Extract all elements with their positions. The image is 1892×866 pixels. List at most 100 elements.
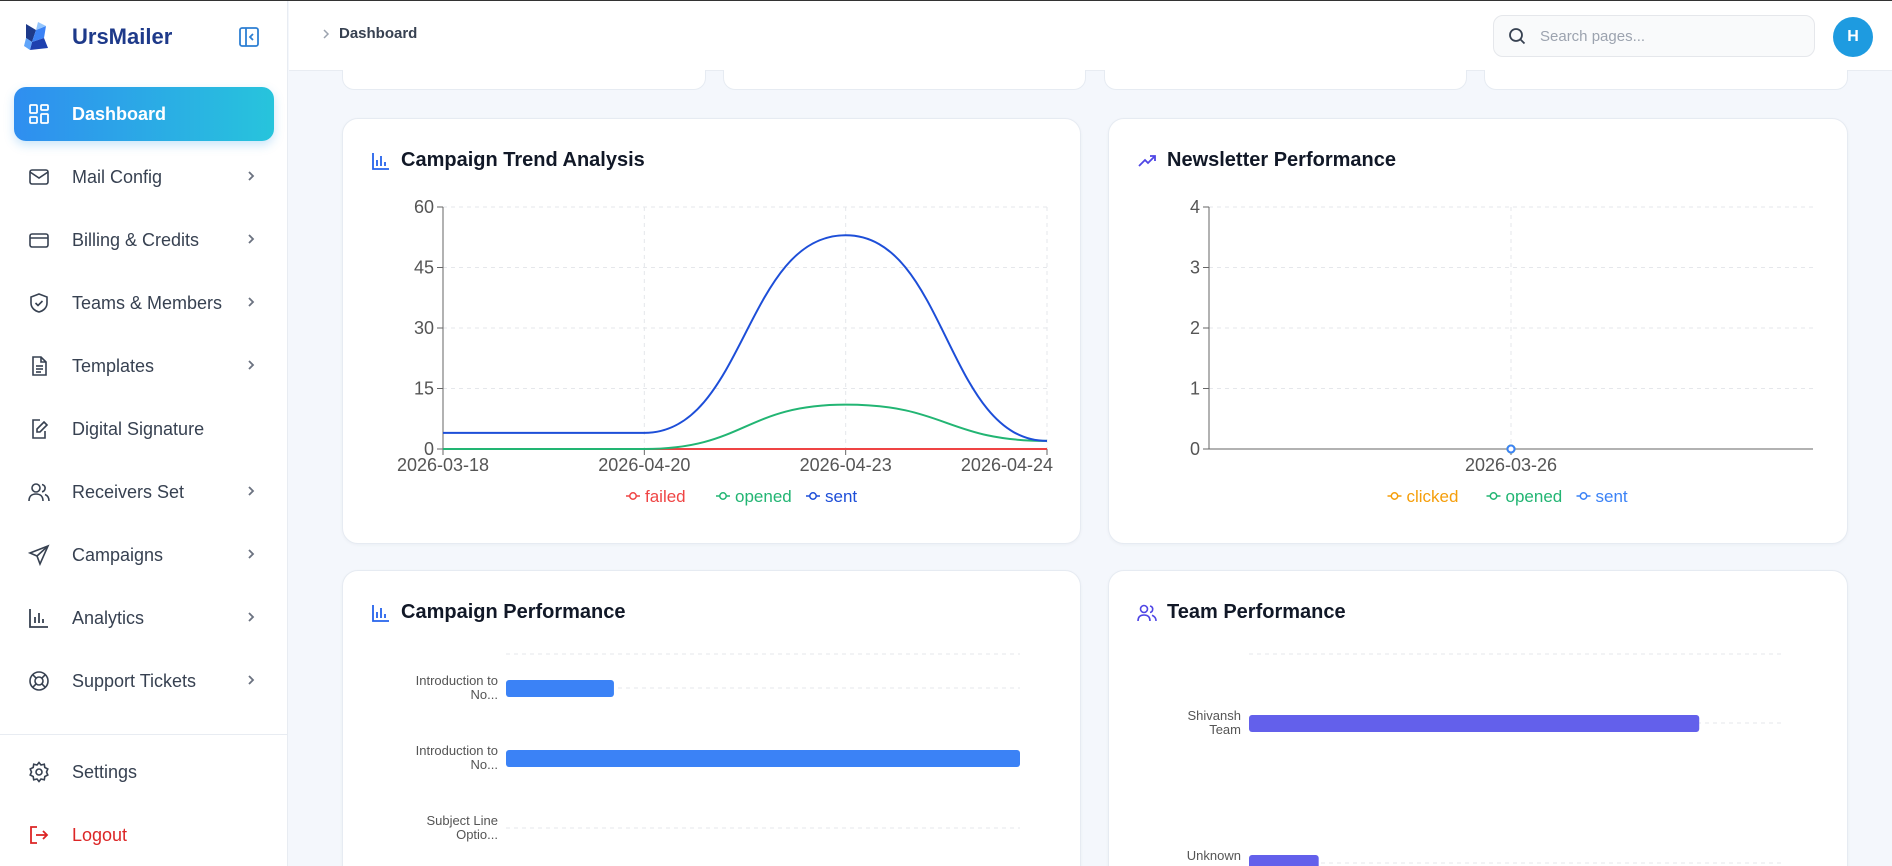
bar-chart-icon [372,152,389,170]
legend-label-sent: sent [1596,487,1628,506]
sidebar-item-campaigns[interactable]: Campaigns [14,528,274,582]
x-tick-label: 2026-03-26 [1465,455,1557,475]
legend-marker-dot-failed [629,492,637,500]
sidebar-item-label: Settings [72,761,138,782]
series-point-sent [1506,444,1516,454]
search-input[interactable] [1540,27,1790,45]
legend-label-clicked: clicked [1407,487,1459,506]
bar [506,680,614,697]
brand[interactable]: UrsMailer [22,17,172,57]
legend-label-failed: failed [645,487,686,506]
sidebar-item-label: Teams & Members [72,292,223,313]
breadcrumb-current[interactable]: Dashboard [339,25,418,42]
chevron-right-icon [248,486,255,496]
top-header: Dashboard H [289,1,1892,71]
sidebar-divider [0,734,288,735]
brand-logo-icon [24,22,48,50]
chevron-right-icon [248,234,255,244]
sidebar-item-label: Billing & Credits [72,229,200,250]
y-tick-label: 4 [1190,197,1200,217]
chevron-right-icon [248,675,255,685]
chevron-right-icon [248,360,255,370]
mail-icon [28,166,50,188]
y-tick-label: 3 [1190,258,1200,278]
signature-icon [28,418,50,440]
series-line-opened [443,403,1048,451]
sidebar-item-teams[interactable]: Teams & Members [14,276,274,330]
logout-label: Logout [72,824,128,845]
newsletter-performance-chart: 0 1 2 3 4 2026-03-26 clicked opened sent [1190,197,1813,506]
chevron-right-icon [248,549,255,559]
stat-card-stub [723,70,1086,90]
legend-marker-dot-opened [719,492,727,500]
sidebar: UrsMailer Dashboard Mail Config Billing … [0,1,288,866]
category-label: Optio... [456,827,498,842]
stat-card-stub [342,70,706,90]
legend-label-opened: opened [735,487,792,506]
y-tick-label: 2 [1190,318,1200,338]
bar [1249,715,1700,732]
logout-button[interactable]: Logout [14,808,274,862]
newsletter-performance-card: 0 1 2 3 4 2026-03-26 clicked opened sent Newslet… [1108,118,1848,544]
sidebar-item-billing[interactable]: Billing & Credits [14,213,274,267]
sidebar-item-label: Receivers Set [72,481,185,502]
avatar[interactable]: H [1833,17,1873,57]
sidebar-item-label: Dashboard [72,103,167,124]
search-icon [1509,28,1526,45]
bar-chart-icon [28,607,50,629]
credit-card-icon [28,229,50,251]
sidebar-collapse-icon[interactable] [238,26,260,48]
gear-icon [28,761,50,783]
card-title: Team Performance [1137,601,1346,624]
breadcrumb: Dashboard [321,25,417,42]
y-tick-label: 45 [414,258,434,278]
bar [1249,855,1319,866]
category-label: Team [1209,722,1241,737]
y-tick-label: 0 [1190,439,1200,459]
sidebar-item-mail-config[interactable]: Mail Config [14,150,274,204]
legend-marker-dot-sent [1579,492,1588,500]
y-tick-label: 1 [1190,379,1200,399]
x-tick-label: 2026-04-20 [598,455,690,475]
y-tick-label: 60 [414,197,434,217]
legend-label-opened: opened [1506,487,1563,506]
sidebar-item-receivers-set[interactable]: Receivers Set [14,465,274,519]
sidebar-item-support-tickets[interactable]: Support Tickets [14,654,274,708]
campaign-trend-card: 0 15 30 45 60 2026-03-18 2026-04-20 2026-04-23 2… [342,118,1081,544]
shield-icon [28,292,50,314]
sidebar-item-label: Campaigns [72,544,164,565]
team-performance-card: Shivansh Team Unknown Team Performance [1108,570,1848,866]
card-title: Campaign Performance [371,601,626,624]
card-title: Campaign Trend Analysis [371,149,645,172]
sidebar-item-settings[interactable]: Settings [14,745,274,799]
stat-card-stub [1484,70,1848,90]
chevron-right-icon [248,612,255,622]
x-tick-label: 2026-03-18 [397,455,489,475]
sidebar-item-label: Analytics [72,607,145,628]
sidebar-item-templates[interactable]: Templates [14,339,274,393]
sidebar-item-label: Support Tickets [72,670,197,691]
y-tick-label: 0 [424,439,434,459]
legend-marker-dot-clicked [1390,492,1399,500]
legend-marker-dot-opened [1489,492,1498,500]
category-label: Subject Line [426,813,498,828]
sidebar-item-analytics[interactable]: Analytics [14,591,274,645]
category-label: Introduction to [416,743,498,758]
chevron-right-icon [248,171,255,181]
legend-label-sent: sent [825,487,857,506]
bar [506,750,1020,767]
category-label: Introduction to [416,673,498,688]
dashboard-icon [28,103,50,125]
lifebuoy-icon [28,670,50,692]
search-box[interactable] [1493,15,1815,57]
sidebar-bottom-nav: Settings Logout [14,745,274,866]
users-icon [1137,604,1157,621]
sidebar-item-label: Mail Config [72,166,163,187]
sidebar-item-dashboard[interactable]: Dashboard [14,87,274,141]
sidebar-item-digital-signature[interactable]: Digital Signature [14,402,274,456]
sidebar-nav: Dashboard Mail Config Billing & Credits … [14,87,274,717]
x-tick-label: 2026-04-23 [800,455,892,475]
x-tick-label: 2026-04-24 [961,455,1053,475]
campaign-performance-card: Introduction to No... Introduction to No...… [342,570,1081,866]
category-label: No... [471,687,498,702]
